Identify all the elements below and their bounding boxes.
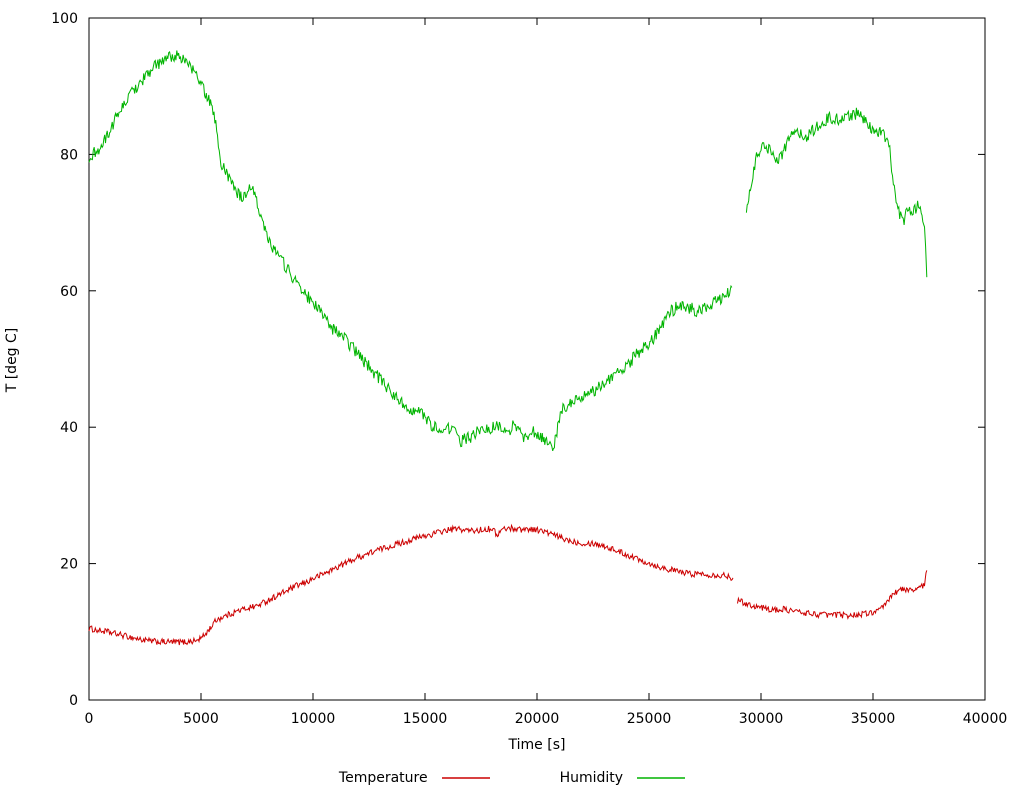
svg-text:20000: 20000 bbox=[515, 711, 560, 727]
svg-text:10000: 10000 bbox=[291, 711, 336, 727]
svg-text:15000: 15000 bbox=[403, 711, 448, 727]
legend: Temperature Humidity bbox=[0, 770, 1024, 786]
svg-text:20: 20 bbox=[60, 557, 78, 573]
y-axis-title: T [deg C] bbox=[4, 327, 20, 393]
svg-text:60: 60 bbox=[60, 284, 78, 300]
svg-text:0: 0 bbox=[85, 711, 94, 727]
svg-text:40000: 40000 bbox=[963, 711, 1008, 727]
svg-text:25000: 25000 bbox=[627, 711, 672, 727]
svg-text:40: 40 bbox=[60, 420, 78, 436]
legend-line-humidity-icon bbox=[637, 777, 686, 779]
svg-text:30000: 30000 bbox=[739, 711, 784, 727]
x-axis-title: Time [s] bbox=[508, 737, 566, 753]
legend-label-temperature: Temperature bbox=[338, 770, 428, 786]
legend-item-humidity: Humidity bbox=[559, 770, 686, 786]
legend-item-temperature: Temperature bbox=[339, 770, 490, 786]
svg-text:100: 100 bbox=[51, 11, 78, 27]
svg-text:5000: 5000 bbox=[183, 711, 219, 727]
svg-text:0: 0 bbox=[69, 693, 78, 709]
legend-label-humidity: Humidity bbox=[559, 770, 624, 786]
svg-text:35000: 35000 bbox=[851, 711, 896, 727]
legend-line-temperature-icon bbox=[441, 777, 490, 779]
svg-text:80: 80 bbox=[60, 147, 78, 163]
